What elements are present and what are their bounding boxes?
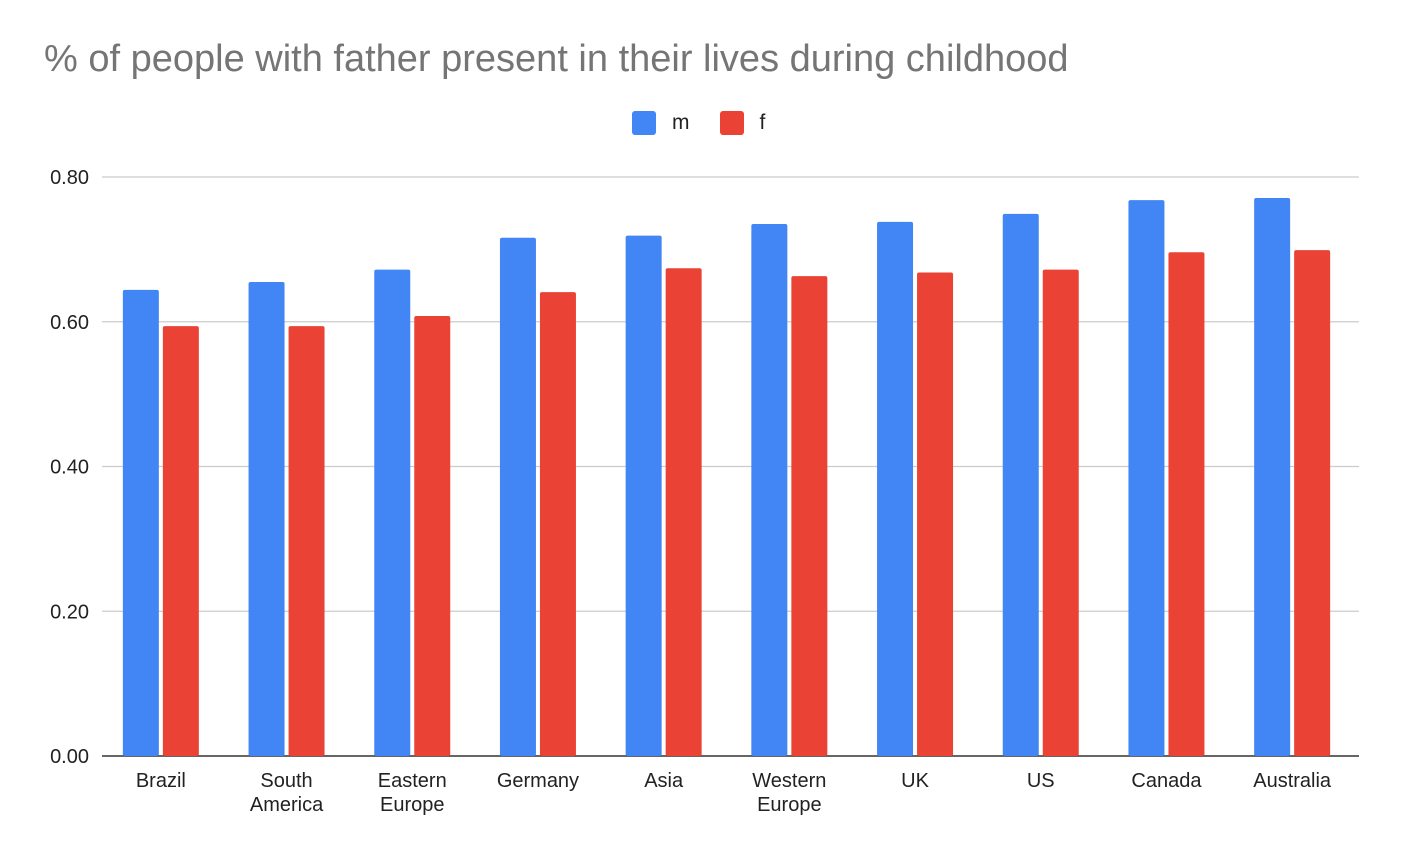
chart-title: % of people with father present in their… <box>44 38 1069 80</box>
x-tick-label: Australia <box>1253 770 1332 792</box>
bar-m-6[interactable] <box>877 221 914 756</box>
y-tick-label: 0.40 <box>50 457 89 479</box>
x-tick-label: US <box>1027 770 1055 792</box>
x-tick-label: Asia <box>644 770 684 792</box>
bar-m-3[interactable] <box>499 237 536 757</box>
bar-m-0[interactable] <box>122 289 159 756</box>
y-tick-label: 0.60 <box>50 312 89 334</box>
x-tick-label: Brazil <box>136 770 186 792</box>
bar-f-8[interactable] <box>1168 252 1205 756</box>
bar-m-7[interactable] <box>1002 213 1039 756</box>
x-tick-label: America <box>250 794 324 816</box>
legend-label-f: f <box>759 111 766 134</box>
legend-label-m: m <box>672 111 690 134</box>
x-tick-label: Eastern <box>378 770 447 792</box>
x-tick-label: Europe <box>380 794 445 816</box>
legend-item-m[interactable]: m <box>632 111 690 135</box>
bar-m-8[interactable] <box>1128 200 1165 756</box>
bar-f-1[interactable] <box>288 326 325 756</box>
bar-f-9[interactable] <box>1294 250 1331 756</box>
legend-item-f[interactable]: f <box>719 111 766 135</box>
y-tick-label: 0.00 <box>50 746 89 768</box>
x-tick-label: Europe <box>757 794 822 816</box>
bar-f-7[interactable] <box>1042 269 1079 756</box>
bar-m-5[interactable] <box>751 224 788 756</box>
x-tick-label: Canada <box>1131 770 1202 792</box>
x-tick-label: South <box>260 770 312 792</box>
bar-f-5[interactable] <box>791 276 828 756</box>
x-tick-label: UK <box>901 770 929 792</box>
bar-f-6[interactable] <box>917 272 954 756</box>
bar-m-4[interactable] <box>625 235 662 756</box>
x-tick-label: Germany <box>497 770 579 792</box>
bar-m-2[interactable] <box>374 269 411 756</box>
legend-swatch-f <box>719 111 744 135</box>
y-tick-label: 0.20 <box>50 601 89 623</box>
y-tick-label: 0.80 <box>50 167 89 189</box>
bar-m-1[interactable] <box>248 281 285 756</box>
legend: m f <box>632 111 795 135</box>
bar-f-4[interactable] <box>665 268 702 756</box>
bar-f-2[interactable] <box>414 315 451 756</box>
bar-f-3[interactable] <box>539 292 576 756</box>
legend-swatch-m <box>632 111 656 135</box>
bar-m-9[interactable] <box>1254 197 1291 756</box>
x-tick-label: Western <box>752 770 826 792</box>
bar-f-0[interactable] <box>162 326 199 756</box>
